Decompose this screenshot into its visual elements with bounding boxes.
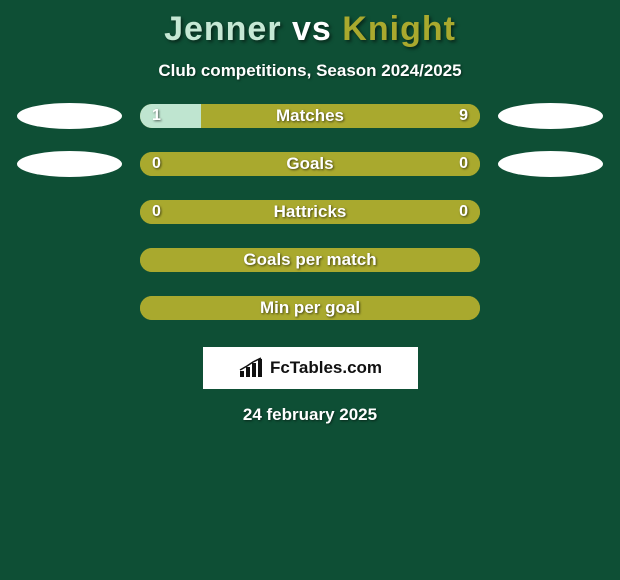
date-label: 24 february 2025 (0, 405, 620, 425)
stat-bar: 00Hattricks (140, 200, 480, 224)
player2-badge (498, 103, 603, 129)
vs-label: vs (292, 10, 332, 48)
player1-badge (17, 151, 122, 177)
stat-row: 00Goals (0, 151, 620, 177)
stat-label: Goals per match (140, 248, 480, 272)
page-title: Jenner vs Knight (0, 0, 620, 49)
stat-label: Matches (140, 104, 480, 128)
stat-bar: 00Goals (140, 152, 480, 176)
logo-text: FcTables.com (270, 358, 382, 378)
stat-row: Goals per match (0, 247, 620, 273)
stat-label: Min per goal (140, 296, 480, 320)
player1-name: Jenner (164, 10, 282, 48)
stat-bar: Goals per match (140, 248, 480, 272)
stat-label: Hattricks (140, 200, 480, 224)
stats-container: 19Matches 00Goals 00Hattricks Goals per mat… (0, 103, 620, 321)
player2-badge (498, 151, 603, 177)
stat-row: 19Matches (0, 103, 620, 129)
stat-label: Goals (140, 152, 480, 176)
stat-bar: Min per goal (140, 296, 480, 320)
stat-row: Min per goal (0, 295, 620, 321)
logo-box: FcTables.com (203, 347, 418, 389)
stat-row: 00Hattricks (0, 199, 620, 225)
stat-bar: 19Matches (140, 104, 480, 128)
player2-name: Knight (342, 10, 456, 48)
subtitle: Club competitions, Season 2024/2025 (0, 61, 620, 81)
player1-badge (17, 103, 122, 129)
bar-chart-icon (238, 357, 264, 379)
